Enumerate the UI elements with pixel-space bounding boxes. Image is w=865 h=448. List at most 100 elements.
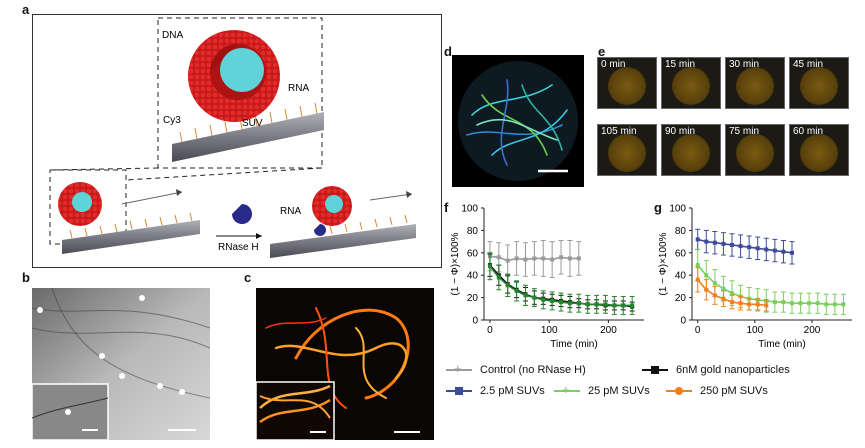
x-tick-label: 0: [487, 325, 493, 336]
data-point: [496, 275, 501, 280]
x-tick-label: 200: [600, 325, 617, 336]
data-point: [738, 301, 743, 306]
data-point: [772, 248, 777, 253]
data-point: [704, 273, 709, 278]
data-point: [824, 302, 829, 307]
legend-swatch-icon: [666, 386, 692, 396]
sample-dish: [608, 134, 646, 172]
time-frame: 90 min: [661, 124, 721, 176]
legend-swatch-icon: [446, 361, 472, 376]
y-tick-label: 60: [467, 248, 479, 259]
legend-item: Control (no RNase H): [446, 361, 586, 376]
time-label: 30 min: [729, 59, 760, 70]
panel-d-letter: d: [444, 44, 452, 59]
data-point: [755, 302, 760, 307]
data-point: [764, 303, 769, 308]
data-point: [790, 301, 794, 306]
data-point: [730, 242, 734, 247]
sample-dish: [736, 134, 774, 172]
series-line: [697, 238, 793, 254]
data-point: [807, 301, 812, 306]
sample-dish: [800, 134, 838, 172]
time-label: 90 min: [665, 126, 696, 137]
time-label: 105 min: [601, 126, 637, 137]
data-point: [523, 257, 528, 262]
data-point: [585, 302, 590, 307]
data-point: [781, 249, 786, 254]
data-point: [730, 291, 734, 296]
legend-label: 2.5 pM SUVs: [480, 385, 545, 397]
panel-a-frame: [32, 14, 442, 268]
sample-dish: [672, 134, 710, 172]
data-point: [559, 255, 564, 260]
label-suv: SUV: [242, 118, 263, 129]
data-point: [496, 255, 501, 260]
time-frame: 15 min: [661, 57, 721, 109]
y-tick-label: 0: [472, 316, 478, 327]
series: [487, 239, 582, 278]
panel-b-tem-image: [32, 288, 210, 440]
y-tick-label: 80: [467, 226, 479, 237]
data-point: [505, 258, 510, 263]
data-point: [541, 256, 546, 261]
label-rna-bottom: RNA: [280, 206, 301, 217]
panel-b-letter: b: [22, 270, 30, 285]
y-tick-label: 20: [675, 293, 687, 304]
data-point: [798, 301, 803, 306]
legend-item: 6nM gold nanoparticles: [642, 364, 790, 376]
series: [695, 266, 769, 312]
series: [695, 228, 795, 265]
time-label: 75 min: [729, 126, 760, 137]
x-axis-label: Time (min): [550, 339, 597, 350]
data-point: [487, 264, 492, 269]
data-point: [704, 239, 709, 244]
rnase-h-icon: [232, 204, 252, 224]
y-tick-label: 80: [675, 226, 687, 237]
sample-dish: [800, 67, 838, 105]
time-frame: 75 min: [725, 124, 785, 176]
time-label: 0 min: [601, 59, 626, 70]
label-rna-top: RNA: [288, 83, 309, 94]
data-point: [621, 303, 626, 308]
data-point: [738, 244, 743, 249]
data-point: [815, 301, 820, 306]
time-label: 60 min: [793, 126, 824, 137]
panel-f-letter: f: [444, 200, 449, 215]
y-tick-label: 0: [680, 316, 686, 327]
legend-item: 2.5 pM SUVs: [446, 385, 545, 397]
y-axis-label: (1 − Φ)×100%: [658, 232, 669, 295]
data-point: [764, 247, 769, 252]
legend-swatch-icon: [642, 365, 668, 375]
data-point: [532, 295, 537, 300]
legend-item: 25 pM SUVs: [554, 382, 650, 397]
x-axis-label: Time (min): [758, 339, 805, 350]
x-tick-label: 0: [695, 325, 701, 336]
data-point: [755, 246, 760, 251]
data-point: [550, 298, 555, 303]
data-point: [532, 256, 537, 261]
legend-item: 250 pM SUVs: [666, 385, 768, 397]
data-point: [567, 301, 572, 306]
data-point: [721, 286, 726, 291]
panel-c-fluorescence-image: [256, 288, 434, 440]
data-point: [712, 240, 717, 245]
time-frame: 45 min: [789, 57, 849, 109]
panel-a-schematic: DNA RNA Cy3 SUV RNase H RNA: [49, 17, 416, 258]
data-point: [695, 277, 700, 282]
legend-swatch-icon: [446, 386, 472, 396]
data-point: [594, 302, 599, 307]
data-point: [514, 256, 519, 261]
y-tick-label: 100: [461, 204, 478, 215]
y-axis-label: (1 − Φ)×100%: [450, 232, 461, 295]
data-point: [747, 245, 752, 250]
data-point: [603, 302, 608, 307]
data-point: [550, 257, 555, 262]
data-point: [772, 300, 777, 305]
time-label: 45 min: [793, 59, 824, 70]
sample-dish: [736, 67, 774, 105]
label-rnase-h: RNase H: [218, 242, 259, 253]
label-dna: DNA: [162, 30, 183, 41]
data-point: [832, 302, 837, 307]
data-point: [612, 303, 617, 308]
